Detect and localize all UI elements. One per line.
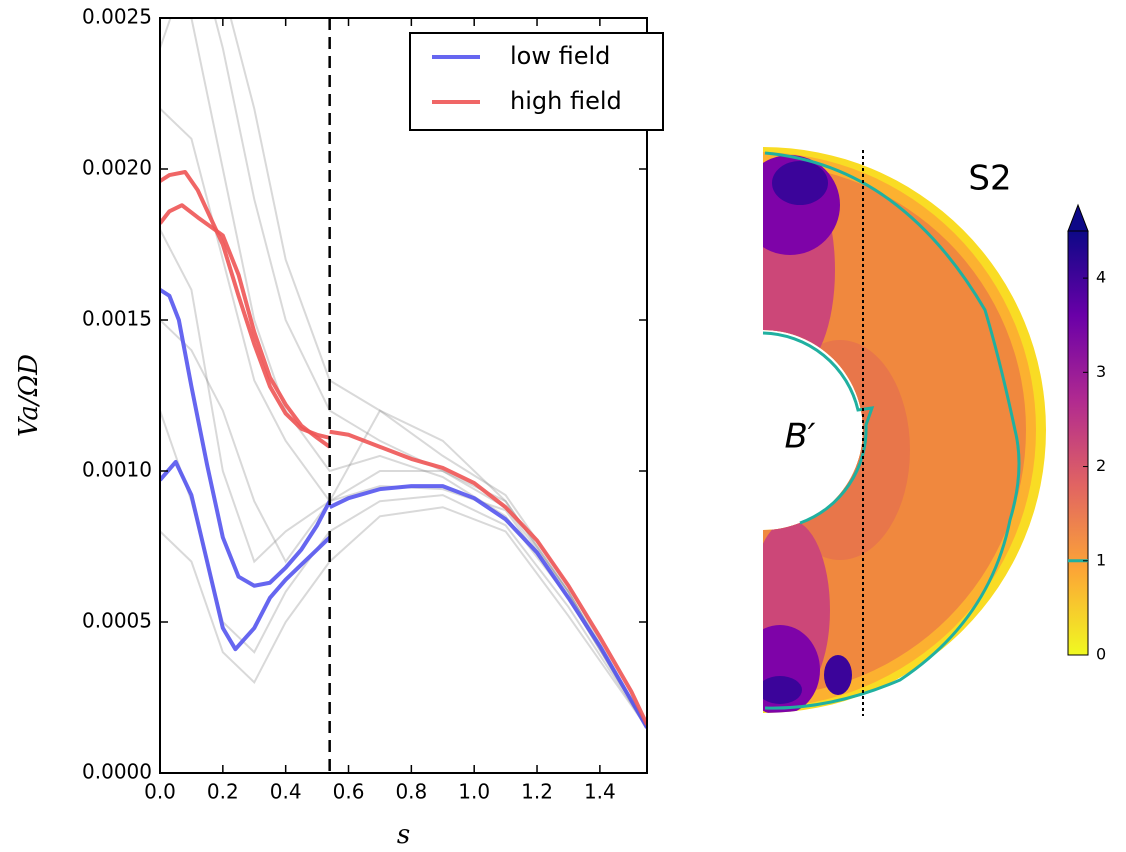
band [763,164,1026,696]
x-tick-label: 1.2 [521,780,553,804]
series-line [160,203,331,449]
band [763,676,802,704]
colorbar-tick-label: 0 [1096,645,1106,664]
colorbar [1068,231,1088,655]
x-axis-label: s [397,820,410,850]
contour-line [762,331,875,525]
y-axis-label: Va/ΩD [14,354,44,437]
field-label: B′ [784,417,815,457]
ensemble-line [160,107,647,729]
colorbar-tick-label: 4 [1096,268,1106,287]
y-tick-label: 0.0015 [82,307,152,331]
contour-panel: S2 B′ 0 1 2 3 4 [784,159,1106,664]
x-tick-label: 1.4 [584,780,616,804]
legend-box [409,32,664,131]
colorbar-tick-label: 2 [1096,456,1106,475]
plot-frame [159,17,648,774]
legend-label: high field [510,87,622,115]
ensemble-line [160,506,647,729]
x-tick-label: 1.0 [458,780,490,804]
x-tick-label: 0.0 [144,780,176,804]
x-tick-label: 0.8 [395,780,427,804]
band [772,161,828,205]
y-tick-label: 0.0020 [82,156,152,180]
plot-area [160,18,647,729]
series-line [160,459,332,652]
colorbar-tick-label: 1 [1096,550,1106,569]
contour-line [764,151,1021,710]
legend-label: low field [510,42,610,70]
series-line [328,484,647,729]
x-tick-label: 0.2 [207,780,239,804]
panel-label: S2 [968,159,1011,199]
y-tick-label: 0.0005 [82,609,152,633]
x-tick-label: 0.4 [270,780,302,804]
y-tick-label: 0.0025 [82,5,152,29]
series-line [160,288,332,588]
line-panel: 0.0 0.2 0.4 0.6 0.8 1.0 1.2 1.4 0.0000 0.0005 0.00… [14,5,664,850]
ensemble-line [160,410,647,729]
annulus-map [762,147,1046,716]
ensemble-line [160,228,647,729]
colorbar-extend [1067,203,1089,232]
y-tick-label: 0.0010 [82,458,152,482]
colorbar-frame [1067,230,1089,656]
y-tick-label: 0.0000 [82,760,152,784]
x-tick-label: 0.6 [333,780,365,804]
ensemble-line [160,319,647,729]
band [824,655,852,695]
series-line [329,429,647,726]
colorbar-tick-label: 3 [1096,362,1106,381]
